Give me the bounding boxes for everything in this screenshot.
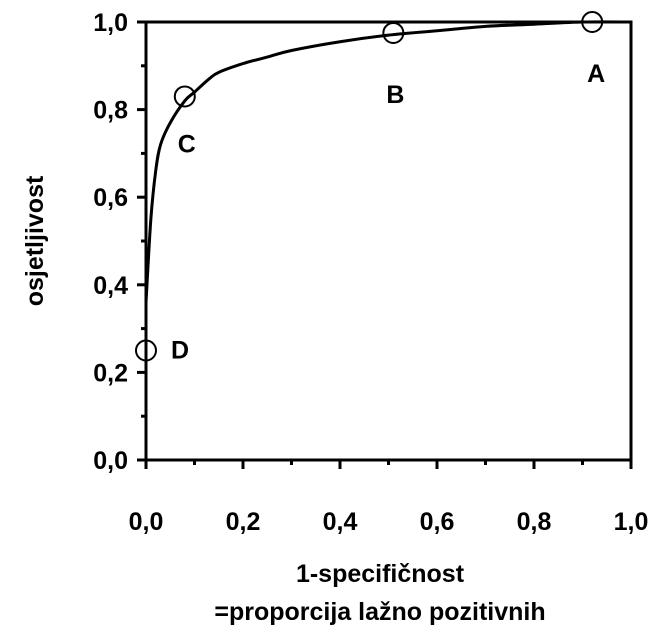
x-tick-label: 0,8 bbox=[517, 508, 552, 536]
x-tick-label: 0,6 bbox=[420, 508, 455, 536]
x-tick-marks bbox=[144, 460, 633, 469]
x-tick-label: 0,2 bbox=[226, 508, 261, 536]
y-tick-label: 1,0 bbox=[93, 9, 128, 37]
point-a-marker bbox=[581, 11, 604, 33]
point-c-label: C bbox=[178, 130, 196, 158]
x-tick-labels: 0,0 0,2 0,4 0,6 0,8 1,0 bbox=[129, 508, 649, 536]
point-d-label: D bbox=[171, 337, 189, 365]
point-d-marker bbox=[135, 339, 157, 362]
point-c-marker bbox=[173, 85, 196, 108]
operating-points: A B C D bbox=[135, 11, 605, 365]
y-tick-label: 0,8 bbox=[93, 97, 128, 125]
x-tick-label: 1,0 bbox=[614, 508, 649, 536]
y-tick-label: 0,2 bbox=[93, 359, 128, 387]
y-tick-label: 0,4 bbox=[93, 272, 128, 300]
x-tick-label: 0,0 bbox=[129, 508, 164, 536]
y-tick-label: 0,6 bbox=[93, 184, 128, 212]
point-b-marker bbox=[382, 21, 405, 44]
x-axis-subtitle: =proporcija lažno pozitivnih bbox=[214, 598, 545, 626]
point-a-label: A bbox=[587, 60, 605, 88]
y-axis-title: osjetljivost bbox=[21, 175, 49, 306]
roc-curve bbox=[144, 20, 632, 303]
y-tick-labels: 0,0 0,2 0,4 0,6 0,8 1,0 bbox=[93, 9, 128, 475]
x-tick-label: 0,4 bbox=[323, 508, 358, 536]
y-tick-marks bbox=[137, 20, 146, 462]
x-axis-title: 1-specifičnost bbox=[296, 560, 465, 588]
point-b-label: B bbox=[386, 81, 404, 109]
y-tick-label: 0,0 bbox=[93, 447, 128, 475]
